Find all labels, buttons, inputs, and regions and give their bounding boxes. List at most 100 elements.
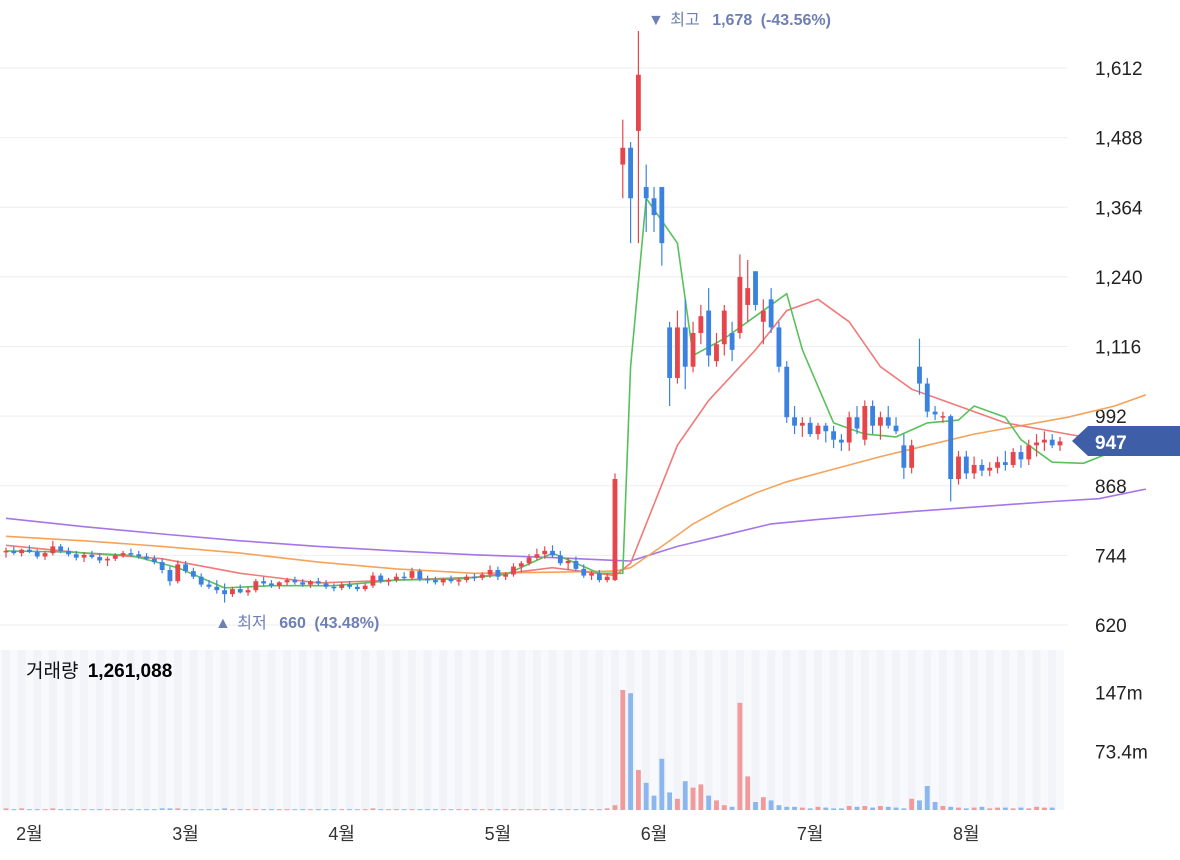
candle [347,581,352,590]
ma60-path [5,394,1147,575]
ma20-line [5,298,1147,584]
candle [518,560,524,573]
candle [589,571,594,581]
volume-stripe [439,650,448,810]
candle [635,30,641,244]
volume-bar [979,806,985,810]
candle [714,333,719,367]
volume-stripe [205,650,213,810]
candle [11,546,17,555]
candle [526,554,532,566]
volume-bar [995,807,1000,810]
volume-bar [878,806,883,810]
volume-stripe [892,650,900,810]
volume-bar [940,806,946,810]
low-annotation: ▲ 최저 660 (43.48%) [215,614,379,632]
volume-stripe [267,650,276,810]
candle [151,555,157,565]
candle [737,254,743,339]
volume-bar [596,809,602,811]
volume-bar [635,770,641,810]
candle [987,462,993,477]
candle [261,576,267,586]
candle [612,473,618,582]
volume-bar [401,809,407,811]
volume-bar [237,809,243,811]
candle [136,550,142,559]
volume-bar [206,809,212,811]
volume-stripe [48,650,57,810]
volume-stripe [814,650,822,810]
candle [472,573,477,582]
candle [276,581,282,590]
y-tick-label: 868 [1095,477,1127,498]
candle [269,580,274,588]
candle [917,338,922,395]
volume-stripe [876,650,885,810]
y-tick-label: 1,116 [1095,338,1141,359]
volume-stripe [127,650,135,810]
candle [237,584,243,594]
volume-stripe [533,650,541,810]
volume-bar [846,806,852,810]
volume-bar [198,809,204,811]
volume-stripe [454,650,463,810]
candle [1002,450,1008,471]
volume-bar [823,807,829,810]
candle [659,187,665,266]
volume-bar [432,809,438,811]
candle [823,422,829,443]
candle [393,573,399,583]
candle [956,450,961,485]
volume-stripe [611,650,619,810]
candle [971,456,977,480]
volume-bar [612,805,618,810]
volume-bar [589,809,594,811]
volume-bar [331,809,337,811]
candle [768,288,774,334]
volume-bar [464,809,470,811]
candle [534,548,540,560]
low-value: 660 [279,615,306,632]
candle [628,142,634,244]
volume-bar [1034,806,1039,810]
volume-bar [409,809,415,811]
volume-bar [604,808,610,810]
candle [300,578,306,587]
volume-stripe [298,650,307,810]
ma60-line [5,394,1147,575]
volume-bar [112,809,118,811]
volume-bar [526,809,532,811]
volume-stripe [985,650,994,810]
volume-bar [362,809,368,811]
volume-bar [34,809,40,811]
volume-bar [175,808,181,810]
volume-bar [901,808,907,810]
volume-bar [963,808,969,810]
candle [34,549,40,559]
volume-bar [932,802,938,810]
candle [799,417,805,437]
volume-value: 1,261,088 [88,661,173,682]
volume-bar [721,805,727,810]
volume-bar [245,809,251,811]
volume-bar [518,809,524,811]
volume-bar [300,809,306,811]
volume-bar [308,809,313,811]
volume-bar [50,808,56,810]
volume-bar [1010,808,1016,810]
high-pct: (-43.56%) [761,12,831,29]
volume-bar [573,809,579,811]
candle [557,550,563,566]
volume-bar [557,809,563,811]
current-price-tag [1072,426,1180,456]
volume-stripe [564,650,573,810]
volume-bar [1018,807,1024,810]
candle [58,544,64,554]
y-tick-label: 1,240 [1095,268,1143,289]
volume-bar [487,809,493,811]
volume-bar [799,807,805,810]
candle [596,569,602,583]
volume-bar [659,758,665,810]
candle [190,567,196,579]
